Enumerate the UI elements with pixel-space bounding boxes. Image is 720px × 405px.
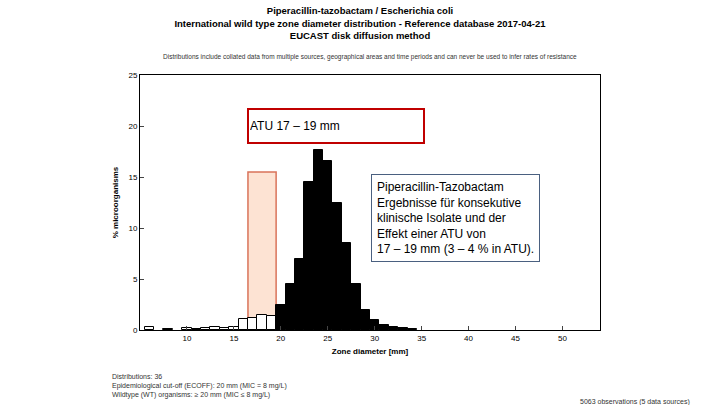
svg-text:30: 30 [370,334,379,343]
svg-text:0: 0 [133,326,138,335]
svg-text:45: 45 [511,334,520,343]
svg-text:10: 10 [128,224,137,233]
svg-text:10: 10 [182,334,191,343]
svg-text:25: 25 [323,334,332,343]
svg-text:15: 15 [229,334,238,343]
svg-text:5063 observations (5 data sour: 5063 observations (5 data sources) [580,398,690,405]
svg-text:Piperacillin-tazobactam / Esch: Piperacillin-tazobactam / Escherichia co… [174,5,546,41]
svg-text:40: 40 [464,334,473,343]
svg-text:Piperacillin-TazobactamErgebni: Piperacillin-TazobactamErgebnisse für ko… [377,180,534,256]
svg-text:35: 35 [417,334,426,343]
svg-text:5: 5 [133,275,138,284]
svg-text:20: 20 [276,334,285,343]
svg-text:50: 50 [558,334,567,343]
svg-text:Distributions: 36: Distributions: 36 [112,373,162,380]
svg-text:Zone diameter [mm]: Zone diameter [mm] [332,347,409,356]
svg-text:ATU 17 – 19 mm: ATU 17 – 19 mm [250,119,340,133]
svg-text:25: 25 [128,71,137,80]
svg-text:Distributions include collated: Distributions include collated data from… [163,53,577,61]
svg-text:15: 15 [128,173,137,182]
svg-text:% microorganisms: % microorganisms [111,166,120,238]
svg-text:20: 20 [128,122,137,131]
svg-text:Epidemiological cut-off (ECOFF: Epidemiological cut-off (ECOFF): 20 mm (… [112,382,287,390]
svg-text:Wildtype (WT) organisms: ≥ 20: Wildtype (WT) organisms: ≥ 20 mm (MIC ≤ … [112,391,270,399]
